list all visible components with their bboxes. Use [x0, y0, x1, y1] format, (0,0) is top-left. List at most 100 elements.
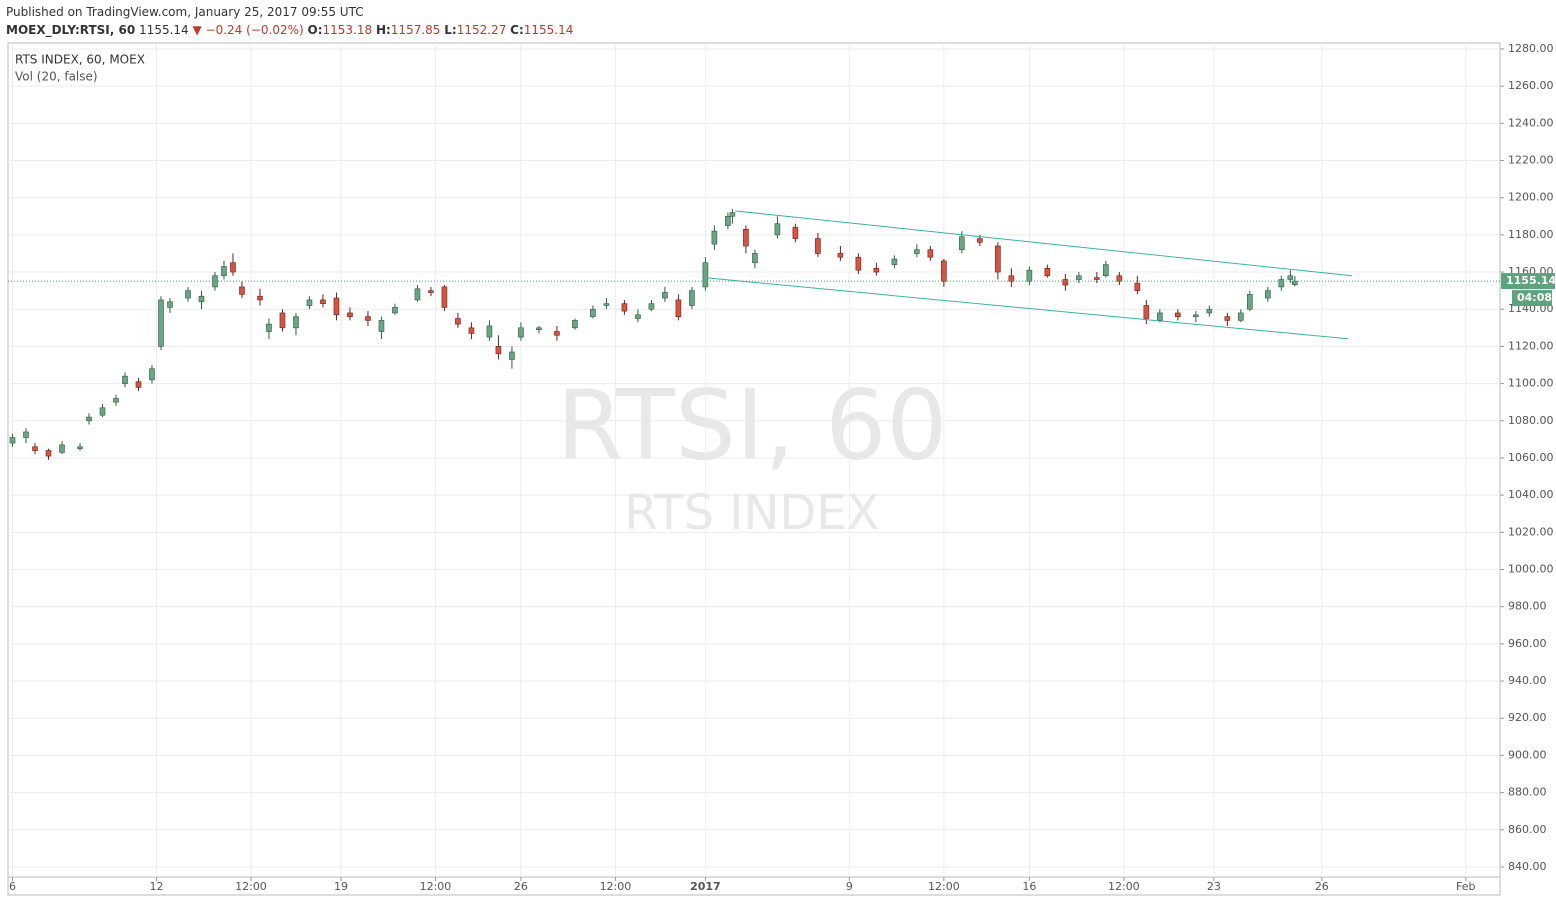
candle-body — [774, 223, 781, 236]
candle-body — [414, 288, 421, 301]
change: ▼ −0.24 (−0.02%) — [192, 23, 304, 37]
x-tick-label: 12:00 — [1108, 880, 1140, 893]
candle-body — [648, 303, 655, 310]
x-tick-label: 12:00 — [600, 880, 632, 893]
candle-body — [9, 437, 16, 444]
candle-body — [689, 290, 695, 306]
y-tick-label: 1280.00 — [1508, 42, 1554, 55]
candle-body — [1094, 277, 1100, 280]
channel-line — [735, 210, 1353, 277]
candle-body — [1292, 280, 1298, 286]
candle-body — [185, 290, 191, 299]
x-tick-label: Feb — [1456, 880, 1475, 893]
candle-body — [1062, 279, 1069, 286]
candle-body — [441, 286, 448, 308]
candle-body — [621, 303, 628, 312]
candle-body — [59, 444, 65, 453]
x-tick-label: 26 — [1315, 880, 1329, 893]
candle-body — [1076, 275, 1082, 280]
candle-body — [221, 266, 227, 277]
y-tick-label: 1220.00 — [1508, 153, 1554, 166]
candle-body — [293, 316, 299, 329]
y-tick-label: 1180.00 — [1508, 228, 1554, 241]
candle-body — [1193, 314, 1199, 317]
candle-body — [752, 253, 758, 264]
candle-body — [486, 325, 493, 338]
candle-body — [1134, 282, 1141, 291]
candle-body — [468, 327, 475, 334]
x-tick-label: 9 — [846, 880, 853, 893]
x-tick-label: 2017 — [690, 880, 721, 893]
candle-body — [1008, 275, 1015, 282]
candle-body — [1044, 268, 1051, 277]
x-tick-label: 12:00 — [235, 880, 267, 893]
candle-body — [914, 249, 920, 254]
legend-sub: Vol (20, false) — [15, 70, 98, 84]
candle-body — [212, 275, 218, 288]
quote-line: MOEX_DLY:RTSI, 60 1155.14 ▼ −0.24 (−0.02… — [6, 21, 573, 39]
y-tick-label: 900.00 — [1508, 748, 1547, 761]
h-label: H: — [375, 23, 391, 37]
x-tick-label: 12:00 — [928, 880, 960, 893]
candle-body — [455, 318, 461, 325]
candle-body — [572, 320, 578, 329]
y-tick-label: 1080.00 — [1508, 414, 1554, 427]
candle-body — [99, 407, 106, 416]
candle-body — [1278, 279, 1285, 288]
candle-body — [1224, 316, 1231, 321]
l-label: L: — [444, 23, 457, 37]
candle-body — [392, 307, 398, 314]
candle-body — [86, 416, 92, 422]
candle-body — [891, 258, 898, 265]
y-tick-label: 1100.00 — [1508, 377, 1554, 390]
x-tick-label: 16 — [1022, 880, 1036, 893]
candle-body — [1287, 275, 1294, 280]
candle-body — [554, 331, 560, 336]
last: 1155.14 — [139, 23, 189, 37]
candle-body — [1157, 312, 1163, 321]
candle-body — [927, 249, 934, 258]
y-tick-label: 920.00 — [1508, 711, 1547, 724]
countdown-bg — [1512, 290, 1552, 307]
price-tag: 1155.14 — [1506, 274, 1556, 287]
candle-body — [977, 238, 983, 243]
x-tick-label: 23 — [1207, 880, 1221, 893]
candle-body — [167, 301, 173, 308]
candle-body — [347, 312, 353, 317]
candle-body — [428, 290, 434, 293]
candle-body — [365, 316, 371, 321]
y-tick-label: 860.00 — [1508, 823, 1547, 836]
candle-body — [855, 256, 862, 271]
x-tick-label: 26 — [514, 880, 528, 893]
y-tick-label: 1200.00 — [1508, 191, 1554, 204]
candle-body — [23, 431, 29, 438]
candle-body — [536, 327, 542, 330]
candle-body — [279, 312, 286, 329]
candle-body — [32, 446, 38, 451]
c-label: C: — [510, 23, 524, 37]
high: 1157.85 — [390, 23, 441, 37]
candle-body — [1026, 269, 1033, 282]
price-tag-bg — [1501, 273, 1555, 290]
candle-body — [495, 346, 502, 355]
candle-body — [113, 398, 119, 403]
candle-body — [122, 375, 128, 384]
legend-title: RTS INDEX, 60, MOEX — [15, 53, 145, 67]
x-tick-label: 12:00 — [420, 880, 452, 893]
candle-body — [45, 450, 52, 457]
candle-body — [378, 320, 385, 332]
y-tick-label: 1120.00 — [1508, 339, 1554, 352]
symbol: MOEX_DLY:RTSI, 60 — [6, 23, 136, 37]
open: 1153.18 — [322, 23, 373, 37]
candle-body — [702, 262, 709, 288]
candle-body — [509, 351, 515, 360]
y-tick-label: 940.00 — [1508, 674, 1547, 687]
watermark-sub: RTS INDEX — [624, 485, 879, 541]
candle-body — [1116, 275, 1123, 282]
candle-body — [1238, 312, 1244, 321]
y-tick-label: 880.00 — [1508, 786, 1547, 799]
candle-body — [959, 236, 965, 251]
candle-body — [662, 292, 668, 299]
candle-body — [815, 238, 821, 254]
